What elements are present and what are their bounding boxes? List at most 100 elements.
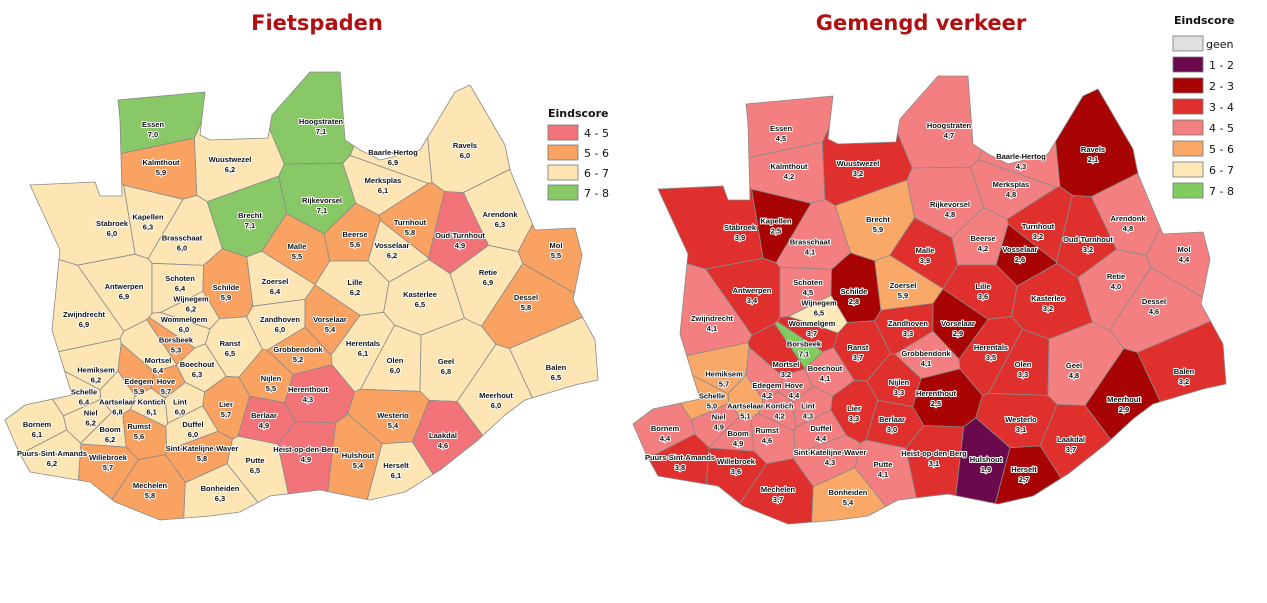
- municipality-score: 6,2: [387, 251, 397, 260]
- municipality-score: 5,9: [134, 387, 144, 396]
- municipality-name: Aartselaar: [727, 401, 764, 410]
- legend-swatch: [1172, 119, 1204, 136]
- municipality-score: 5,7: [221, 410, 231, 419]
- municipality-name: Herentals: [974, 343, 1008, 352]
- legend-label: 5 - 6: [1209, 143, 1234, 156]
- municipality-name: Stabroek: [96, 219, 129, 228]
- municipality-name: Oud-Turnhout: [435, 231, 485, 240]
- municipality-name: Lier: [847, 404, 861, 413]
- municipality-score: 6,0: [175, 407, 185, 416]
- municipality-score: 3,9: [920, 256, 930, 265]
- municipality-name: Vorselaar: [313, 315, 347, 324]
- municipality-score: 5,7: [719, 380, 729, 389]
- municipality-name: Niel: [84, 408, 98, 417]
- municipality-score: 3,7: [1066, 445, 1076, 454]
- legend-label: 6 - 7: [1209, 164, 1234, 177]
- municipality-score: 3,3: [849, 414, 859, 423]
- municipality-name: Nijlen: [261, 374, 282, 383]
- municipality-name: Essen: [770, 124, 793, 133]
- municipality-name: Niel: [712, 412, 726, 421]
- municipality-score: 5,6: [134, 432, 144, 441]
- municipality-name: Retie: [1107, 272, 1125, 281]
- municipality-score: 4,8: [1006, 190, 1016, 199]
- municipality-name: Rijkevorsel: [302, 196, 342, 205]
- municipality-score: 6,2: [85, 418, 95, 427]
- municipality-name: Ravels: [453, 141, 477, 150]
- municipality-name: Westerlo: [1005, 415, 1037, 424]
- municipality-score: 4,8: [945, 210, 955, 219]
- municipality-name: Kasterlee: [1031, 294, 1065, 303]
- municipality-name: Oud-Turnhout: [1063, 235, 1113, 244]
- municipality-score: 6,1: [391, 471, 401, 480]
- municipality-name: Edegem: [752, 381, 782, 390]
- municipality-score: 3,7: [807, 329, 817, 338]
- municipality-score: 7,0: [148, 130, 158, 139]
- legend-label: 1 - 2: [1209, 59, 1234, 72]
- municipality-score: 4,5: [803, 288, 813, 297]
- municipality-score: 4,9: [713, 422, 723, 431]
- municipality-name: Meerhout: [1107, 395, 1141, 404]
- municipality-score: 5,7: [103, 463, 113, 472]
- municipality-score: 3,1: [1016, 425, 1026, 434]
- municipality-score: 6,1: [358, 349, 368, 358]
- municipality-name: Malle: [288, 242, 307, 251]
- municipality-bornem: [4, 398, 68, 455]
- municipality-name: Borsbeek: [159, 336, 194, 345]
- municipality-score: 6,2: [91, 376, 101, 385]
- municipality-score: 2,1: [1088, 155, 1098, 164]
- municipality-score: 5,4: [388, 421, 399, 430]
- municipality-score: 2,6: [1015, 255, 1025, 264]
- municipality-score: 4,9: [259, 421, 269, 430]
- municipality-score: 6,3: [495, 220, 505, 229]
- municipality-name: Vosselaar: [1003, 245, 1038, 254]
- municipality-score: 3,6: [731, 467, 741, 476]
- municipality-score: 4,3: [303, 395, 313, 404]
- municipality-name: Dessel: [514, 293, 538, 302]
- municipality-name: Zoersel: [262, 277, 289, 286]
- municipality-score: 7,1: [245, 221, 255, 230]
- legend-swatch: [547, 164, 579, 181]
- municipality-name: Malle: [916, 246, 935, 255]
- municipality-name: Wommelgem: [789, 319, 836, 328]
- municipality-mechelen: [111, 454, 186, 521]
- municipality-mechelen: [739, 458, 814, 525]
- municipality-score: 6,8: [441, 367, 451, 376]
- municipality-score: 5,8: [197, 454, 207, 463]
- municipality-name: Hulshout: [970, 455, 1003, 464]
- municipality-score: 6,3: [215, 494, 225, 503]
